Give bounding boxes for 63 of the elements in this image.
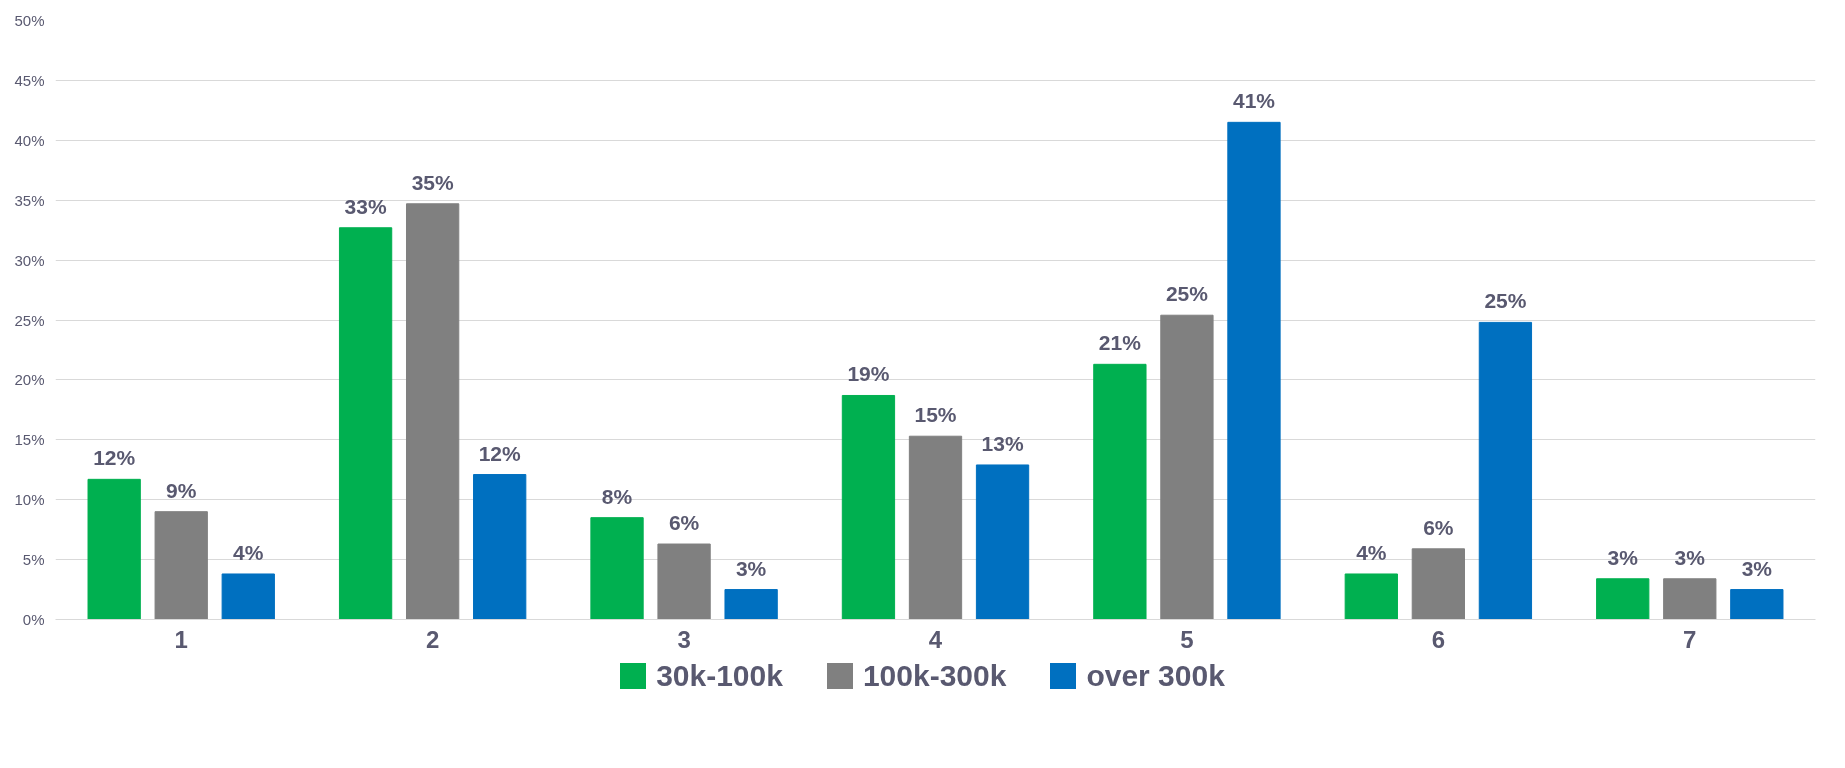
y-tick-label: 35% — [14, 191, 45, 209]
bar — [405, 203, 460, 620]
legend-label: over 300k — [1086, 658, 1225, 694]
legend-label: 100k-300k — [862, 658, 1007, 694]
y-tick-label: 10% — [14, 491, 45, 509]
bar — [657, 543, 711, 620]
data-label: 3% — [1741, 556, 1773, 580]
bar — [1663, 578, 1717, 620]
legend-label: 30k-100k — [656, 658, 783, 694]
data-label: 21% — [1098, 331, 1142, 355]
bar — [1730, 589, 1784, 620]
bar — [590, 517, 644, 620]
bar — [1344, 573, 1398, 620]
data-label: 8% — [601, 484, 633, 508]
data-label: 33% — [344, 194, 387, 218]
y-tick-label: 20% — [14, 371, 45, 389]
data-label: 25% — [1484, 289, 1527, 313]
x-tick-label: 3 — [677, 625, 691, 653]
bar — [1411, 548, 1466, 620]
data-label: 12% — [478, 441, 522, 465]
y-tick-label: 30% — [14, 251, 45, 269]
data-label: 9% — [166, 478, 197, 502]
bar — [1478, 321, 1533, 620]
data-label: 6% — [1423, 515, 1454, 539]
y-tick-label: 5% — [22, 551, 45, 569]
data-label: 41% — [1232, 89, 1276, 113]
data-label: 4% — [1356, 540, 1387, 564]
bar — [908, 435, 963, 620]
bar — [1093, 363, 1147, 620]
data-label: 35% — [411, 170, 454, 194]
data-label: 12% — [93, 446, 136, 470]
data-label: 3% — [1607, 545, 1639, 569]
y-tick-label: 15% — [14, 431, 45, 449]
y-tick-label: 25% — [14, 311, 45, 329]
x-tick-label: 4 — [928, 625, 943, 653]
bar — [975, 464, 1030, 620]
bar — [724, 589, 778, 620]
data-label: 15% — [914, 403, 957, 427]
x-tick-label: 2 — [425, 625, 440, 653]
data-label: 25% — [1165, 282, 1209, 306]
data-label: 3% — [1674, 545, 1706, 569]
data-label: 6% — [668, 511, 700, 535]
bar — [1160, 314, 1214, 620]
data-label: 19% — [847, 362, 890, 386]
bar — [841, 394, 896, 620]
x-tick-label: 7 — [1683, 625, 1697, 653]
y-tick-label: 40% — [14, 131, 45, 149]
bar — [154, 511, 208, 620]
data-label: 4% — [233, 540, 264, 564]
data-label: 13% — [981, 431, 1024, 455]
x-tick-label: 5 — [1180, 625, 1194, 653]
bar — [1596, 578, 1650, 620]
bar — [338, 227, 393, 620]
y-tick-label: 45% — [14, 71, 45, 89]
bar — [473, 474, 527, 620]
y-tick-label: 50% — [14, 12, 45, 29]
x-tick-label: 6 — [1431, 625, 1446, 653]
bar — [1227, 121, 1281, 620]
y-tick-label: 0% — [22, 611, 45, 628]
data-label: 3% — [735, 556, 767, 580]
x-tick-label: 1 — [174, 625, 188, 653]
bar — [87, 478, 141, 620]
bar — [221, 573, 275, 620]
